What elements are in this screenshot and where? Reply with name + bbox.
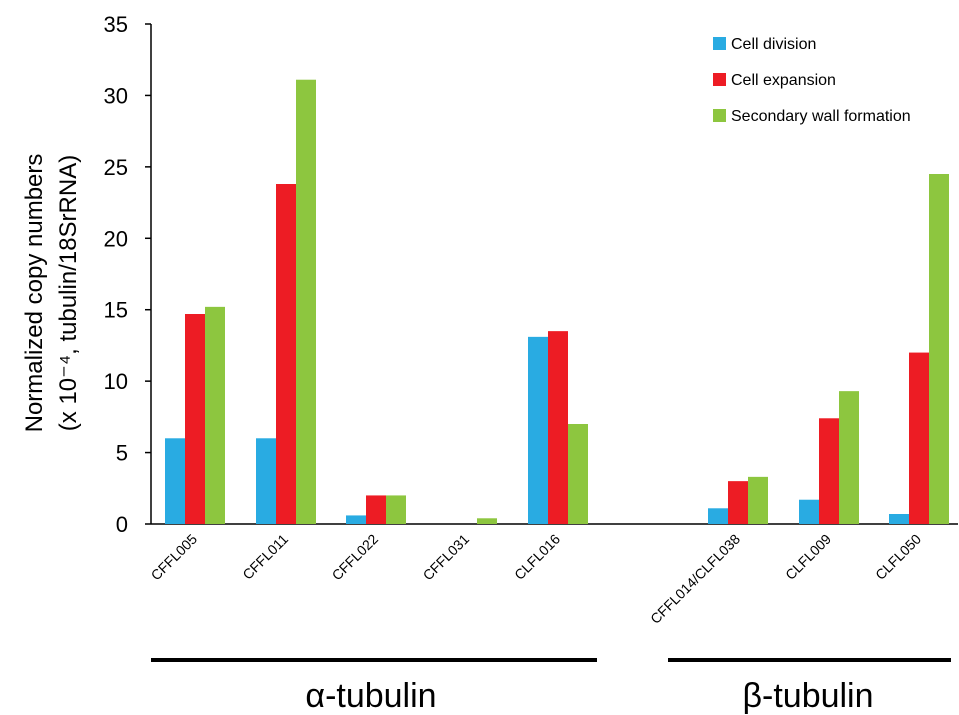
- y-tick-label: 35: [104, 12, 128, 37]
- y-tick-label: 5: [116, 441, 128, 466]
- x-category-label: CLFL009: [782, 531, 834, 583]
- legend-label-cell-division: Cell division: [731, 36, 816, 53]
- legend-label-cell-expansion: Cell expansion: [731, 72, 836, 89]
- y-ticks: 0 5 10 15 20 25 30 35: [104, 12, 151, 537]
- legend-swatch-cell-division: [713, 37, 726, 50]
- bar-secondary-wall-formation: [748, 476, 768, 524]
- y-tick-label: 20: [104, 226, 128, 251]
- bar-secondary-wall-formation: [386, 495, 406, 524]
- x-category-label: CFFL031: [420, 531, 473, 584]
- bar-cell-expansion: [548, 331, 568, 524]
- x-category-label: CFFL005: [148, 531, 201, 584]
- bar-cell-division: [799, 499, 819, 524]
- x-category-label: CFFL011: [239, 531, 291, 583]
- y-tick-label: 15: [104, 298, 128, 323]
- bar-cell-expansion: [728, 481, 748, 524]
- x-category-label: CFFL022: [329, 531, 382, 584]
- bar-cell-expansion: [366, 495, 386, 524]
- y-axis-title-line-1: Normalized copy numbers: [21, 154, 48, 433]
- bar-secondary-wall-formation: [477, 518, 497, 524]
- bar-secondary-wall-formation: [568, 424, 588, 524]
- bar-cell-division: [708, 508, 728, 524]
- y-tick-label: 0: [116, 512, 128, 537]
- bar-secondary-wall-formation: [929, 174, 949, 524]
- beta-tubulin-label: β-tubulin: [742, 677, 873, 715]
- category-labels: CFFL005 CFFL011 CFFL022 CFFL031 CLFL016 CFFL0…: [148, 531, 925, 627]
- y-tick-label: 10: [104, 369, 128, 394]
- legend: Cell division Cell expansion Secondary w…: [713, 36, 911, 125]
- alpha-tubulin-label: α-tubulin: [305, 677, 436, 715]
- y-tick-label: 25: [104, 155, 128, 180]
- bar-cell-division: [528, 336, 548, 524]
- x-category-label: CLFL016: [511, 531, 563, 583]
- bar-cell-division: [256, 438, 276, 524]
- bar-cell-expansion: [819, 418, 839, 524]
- y-tick-label: 30: [104, 83, 128, 108]
- bar-secondary-wall-formation: [205, 306, 225, 524]
- x-category-label: CFFL014/CLFL038: [647, 531, 743, 627]
- bar-secondary-wall-formation: [296, 79, 316, 524]
- bars: [165, 79, 949, 524]
- y-axis-title-line-2: (x 10⁻⁴, tubulin/18SrRNA): [55, 155, 82, 431]
- bar-cell-division: [346, 515, 366, 524]
- bar-secondary-wall-formation: [839, 391, 859, 524]
- legend-label-secondary-wall: Secondary wall formation: [731, 108, 911, 125]
- bar-cell-expansion: [276, 184, 296, 524]
- bar-cell-expansion: [909, 352, 929, 524]
- legend-swatch-secondary-wall: [713, 109, 726, 122]
- bar-cell-division: [889, 514, 909, 524]
- legend-swatch-cell-expansion: [713, 73, 726, 86]
- bar-cell-division: [165, 438, 185, 524]
- bar-cell-expansion: [185, 314, 205, 524]
- x-category-label: CLFL050: [872, 531, 924, 583]
